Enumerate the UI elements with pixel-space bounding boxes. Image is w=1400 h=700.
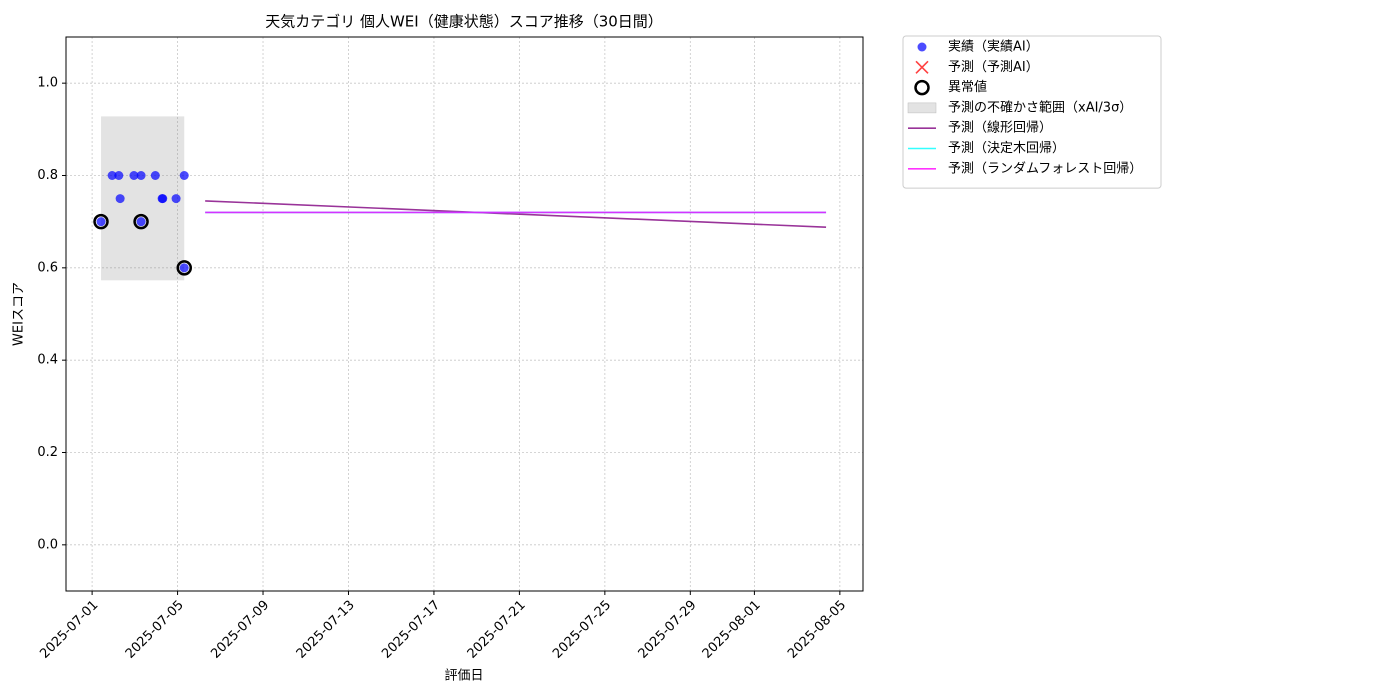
plot-frame — [65, 36, 864, 592]
x-tick-label: 2025-07-17 — [379, 598, 443, 662]
x-tick-label: 2025-07-21 — [465, 598, 529, 662]
x-tick-label: 2025-07-05 — [123, 598, 187, 662]
actual-point — [158, 194, 168, 204]
x-tick-label: 2025-07-25 — [550, 598, 614, 662]
legend-label: 実績（実績AI） — [948, 39, 1039, 55]
forecast-line — [205, 200, 827, 229]
actual-point — [136, 171, 146, 180]
x-tick-label: 2025-07-29 — [636, 598, 700, 662]
legend-box — [902, 35, 1162, 189]
legend-swatch — [917, 42, 927, 52]
x-tick-label: 2025-08-01 — [700, 598, 764, 662]
legend-swatch — [914, 79, 930, 96]
anomaly-marker — [176, 260, 192, 276]
x-tick-label: 2025-07-13 — [294, 598, 358, 662]
uncertainty-band — [101, 116, 185, 281]
legend-label: 予測の不確かさ範囲（xAI/3σ） — [948, 99, 1132, 115]
y-tick-label: 0.4 — [37, 353, 58, 368]
legend-label: 予測（線形回帰） — [948, 120, 1052, 136]
y-tick-label: 1.0 — [37, 76, 58, 91]
anomaly-marker — [93, 213, 109, 230]
y-tick-label: 0.6 — [37, 260, 58, 275]
actual-point — [179, 263, 189, 273]
y-tick-label: 0.0 — [37, 537, 58, 552]
actual-point — [150, 171, 160, 180]
legend-label: 予測（予測AI） — [948, 60, 1039, 75]
legend-swatch — [915, 60, 929, 74]
actual-point — [115, 194, 125, 204]
actual-point — [114, 171, 124, 180]
y-axis-label: WEIスコア — [12, 282, 27, 346]
y-tick-label: 0.2 — [37, 445, 58, 460]
actual-point — [136, 217, 146, 227]
x-tick-label: 2025-07-09 — [208, 598, 272, 662]
legend-label: 予測（ランダムフォレスト回帰） — [948, 160, 1142, 176]
actual-point — [96, 217, 106, 227]
anomaly-marker — [133, 213, 149, 230]
legend-label: 予測（決定木回帰） — [948, 140, 1065, 156]
chart-title: 天気カテゴリ 個人WEI（健康状態）スコア推移（30日間） — [265, 13, 663, 31]
y-tick-label: 0.8 — [37, 168, 58, 183]
legend-label: 異常値 — [948, 79, 987, 95]
x-tick-label: 2025-07-01 — [37, 598, 101, 662]
actual-point — [107, 171, 117, 180]
actual-point — [179, 171, 189, 180]
actual-point — [129, 171, 139, 180]
x-tick-label: 2025-08-05 — [785, 598, 849, 662]
actual-point — [171, 194, 181, 204]
legend-swatch — [907, 102, 937, 114]
x-axis-label: 評価日 — [444, 669, 483, 684]
